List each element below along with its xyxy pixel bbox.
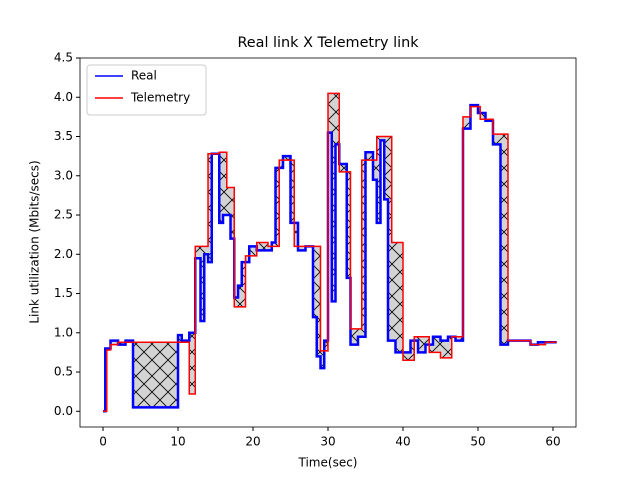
y-axis-label: Link utilization (Mbits/secs) xyxy=(28,160,42,323)
y-tick-label: 1.0 xyxy=(54,325,73,339)
legend-box xyxy=(86,64,207,116)
y-tick-label: 4.0 xyxy=(54,90,73,104)
y-tick-label: 0.0 xyxy=(54,404,73,418)
x-tick-label: 10 xyxy=(170,435,185,449)
x-tick-label: 40 xyxy=(395,435,410,449)
y-tick-label: 3.5 xyxy=(54,129,73,143)
x-tick-label: 60 xyxy=(545,435,560,449)
legend-label: Real xyxy=(131,69,157,83)
chart-title: Real link X Telemetry link xyxy=(237,35,419,51)
x-axis-label: Time(sec) xyxy=(298,456,358,470)
y-tick-label: 2.0 xyxy=(54,247,73,261)
axes: 0 10 20 30 40 50 60 0.0 0.5 1.0 1.5 2.0 2.5 3.0 3.5 4.0… xyxy=(54,51,577,449)
x-tick-label: 50 xyxy=(470,435,485,449)
y-tick-label: 1.5 xyxy=(54,286,73,300)
y-tick-label: 3.0 xyxy=(54,168,73,182)
x-tick-label: 0 xyxy=(99,435,107,449)
series-line xyxy=(103,103,557,413)
y-tick-label: 0.5 xyxy=(54,365,73,379)
difference-area xyxy=(103,93,557,412)
legend-label: Telemetry xyxy=(130,91,190,105)
x-tick-label: 30 xyxy=(320,435,335,449)
x-tick-label: 20 xyxy=(245,435,260,449)
y-tick-label: 2.5 xyxy=(54,208,73,222)
y-tick-label: 4.5 xyxy=(54,51,73,65)
series-line xyxy=(103,92,557,413)
